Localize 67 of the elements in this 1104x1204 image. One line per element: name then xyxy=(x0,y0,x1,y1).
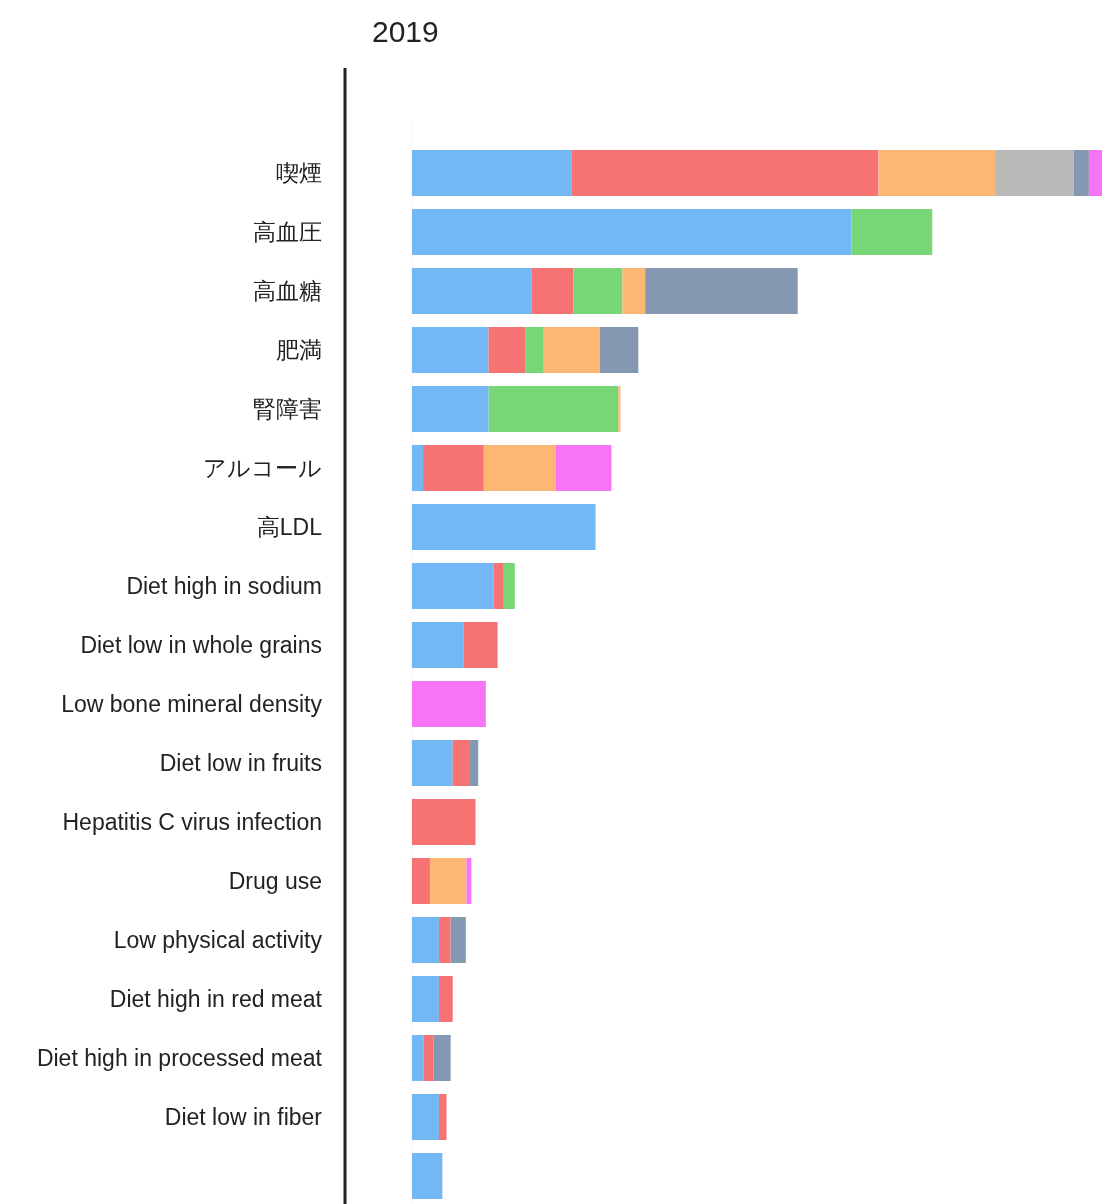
bar xyxy=(423,445,484,491)
bar xyxy=(1088,150,1102,196)
bar xyxy=(555,445,612,491)
bar xyxy=(851,209,933,255)
bar xyxy=(488,327,526,373)
bar xyxy=(450,917,466,963)
bar xyxy=(412,150,572,196)
y-tick-label: Diet low in fiber xyxy=(164,1104,323,1130)
y-tick-label: Drug use xyxy=(228,868,322,894)
bar xyxy=(571,150,879,196)
y-tick-label: 高血糖 xyxy=(253,278,322,304)
bar xyxy=(412,917,439,963)
y-tick-label: Diet high in sodium xyxy=(126,573,322,599)
bar xyxy=(645,268,798,314)
bar xyxy=(618,386,621,432)
bar xyxy=(412,1153,443,1199)
y-tick-label: 肥満 xyxy=(276,337,322,363)
bar xyxy=(503,563,515,609)
y-tick-label: 高LDL xyxy=(256,514,323,540)
y-tick-label: Diet high in red meat xyxy=(109,986,323,1012)
y-tick-label: Low physical activity xyxy=(113,927,323,953)
bar xyxy=(423,1035,434,1081)
bar xyxy=(412,681,486,727)
bar xyxy=(525,327,544,373)
bar xyxy=(438,917,451,963)
bar xyxy=(995,150,1074,196)
bar xyxy=(412,858,430,904)
bar xyxy=(412,1035,424,1081)
y-tick-label: 喫煙 xyxy=(276,160,322,186)
chart-title: 2019 xyxy=(372,15,439,48)
bar xyxy=(483,445,556,491)
bar xyxy=(433,1035,451,1081)
y-tick-label: Diet high in processed meat xyxy=(36,1045,323,1071)
bar xyxy=(412,622,464,668)
bar xyxy=(1073,150,1089,196)
y-tick-label: Low bone mineral density xyxy=(61,691,323,717)
bar xyxy=(412,268,532,314)
bar xyxy=(573,268,623,314)
bar xyxy=(412,209,852,255)
bar xyxy=(412,740,453,786)
y-tick-label: Hepatitis C virus infection xyxy=(62,809,322,835)
bar xyxy=(412,445,424,491)
y-tick-label: アルコール xyxy=(203,455,322,481)
bar xyxy=(469,740,479,786)
bar xyxy=(438,976,453,1022)
bar xyxy=(412,386,489,432)
bar xyxy=(412,504,596,550)
bar xyxy=(412,976,439,1022)
bar xyxy=(412,563,494,609)
y-tick-label: Diet low in fruits xyxy=(159,750,322,776)
bar xyxy=(452,740,470,786)
y-tick-label: 腎障害 xyxy=(253,396,322,422)
bar xyxy=(493,563,504,609)
bar xyxy=(878,150,996,196)
bar xyxy=(438,1094,447,1140)
bar xyxy=(599,327,639,373)
bar xyxy=(463,622,498,668)
y-tick-label: 高血圧 xyxy=(253,219,322,245)
bar xyxy=(543,327,600,373)
bar xyxy=(412,799,476,845)
bar xyxy=(412,1094,439,1140)
bar xyxy=(412,327,489,373)
bar xyxy=(622,268,646,314)
bar xyxy=(429,858,467,904)
bar xyxy=(488,386,619,432)
bar xyxy=(531,268,574,314)
y-tick-label: Diet low in whole grains xyxy=(80,632,322,658)
